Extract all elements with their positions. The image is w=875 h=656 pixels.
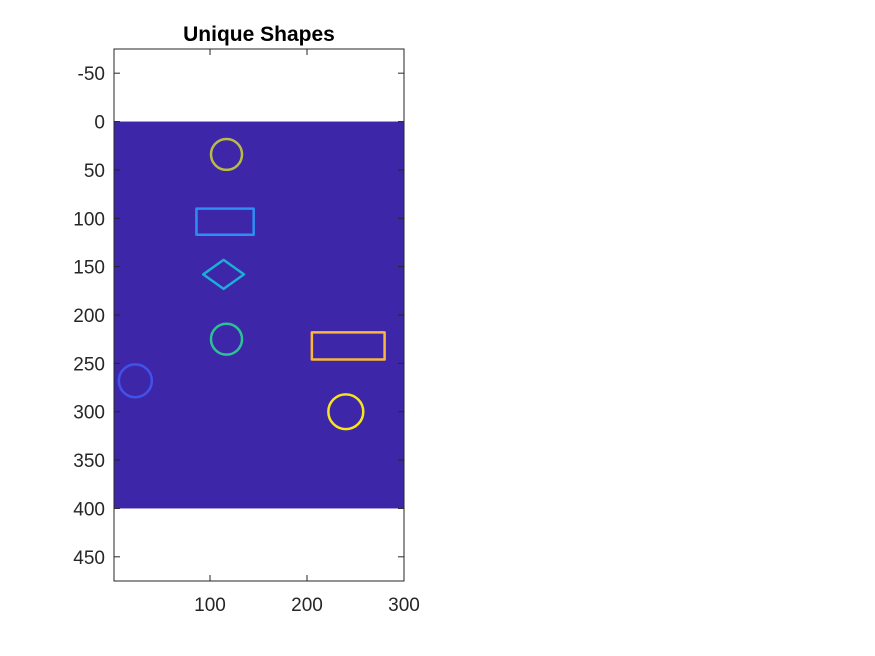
y-tick-label: 0 bbox=[94, 113, 105, 134]
y-tick-label: -50 bbox=[78, 64, 105, 85]
x-tick-label: 100 bbox=[194, 595, 226, 616]
shape-circle-4 bbox=[209, 322, 244, 356]
chart-title: Unique Shapes bbox=[183, 23, 335, 46]
x-tick-label: 200 bbox=[291, 595, 323, 616]
shapes-layer bbox=[117, 137, 386, 431]
y-tick-label: 250 bbox=[73, 354, 105, 375]
y-tick-label: 200 bbox=[73, 306, 105, 327]
shape-circle-1 bbox=[209, 137, 244, 172]
shape-circle-6 bbox=[117, 363, 154, 399]
x-tick-label: 300 bbox=[388, 595, 420, 616]
y-tick-label: 400 bbox=[73, 499, 105, 520]
shape-rectangle-2 bbox=[195, 207, 255, 236]
shape-rectangle-5 bbox=[310, 331, 386, 361]
y-tick-label: 450 bbox=[73, 548, 105, 569]
y-tick-label: 150 bbox=[73, 258, 105, 279]
y-tick-label: 100 bbox=[73, 209, 105, 230]
image-background bbox=[114, 121, 404, 509]
shape-circle-7 bbox=[327, 393, 365, 431]
y-tick-label: 50 bbox=[84, 161, 105, 182]
y-tick-label: 350 bbox=[73, 451, 105, 472]
y-tick-label: 300 bbox=[73, 403, 105, 424]
ticks-layer: -50 0 50 100 150 200 250 300 350 400 450 100 200 300 bbox=[73, 49, 420, 616]
shape-diamond-3 bbox=[201, 258, 246, 291]
